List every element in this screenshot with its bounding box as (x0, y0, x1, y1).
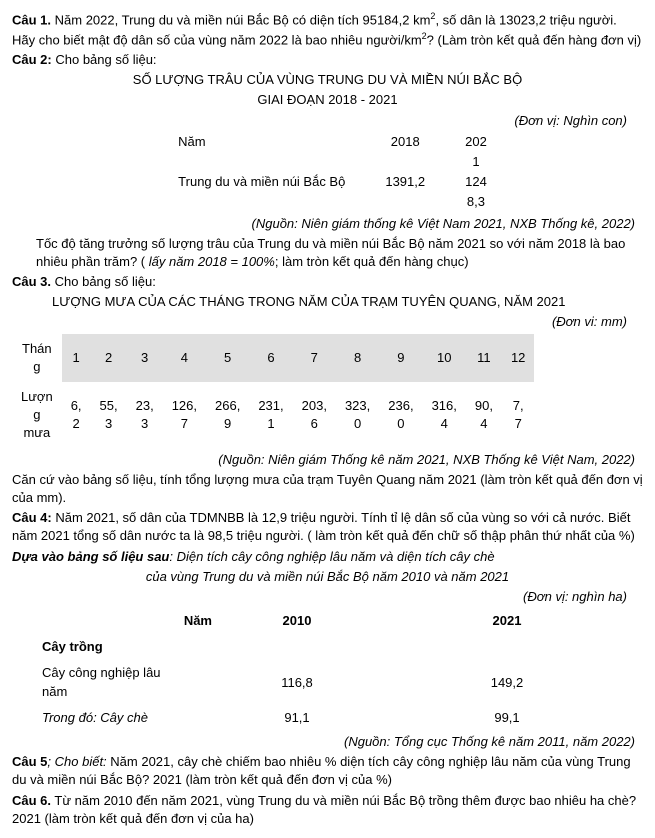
q3-lead: Câu 3. Cho bảng số liệu: (12, 273, 643, 291)
q3-title: LƯỢNG MƯA CỦA CÁC THÁNG TRONG NĂM CỦA TR… (12, 293, 643, 311)
rain-value: 6, 2 (62, 382, 91, 449)
intro-unit: (Đơn vị: nghìn ha) (12, 588, 643, 606)
rain-value: 7, 7 (502, 382, 534, 449)
rain-table: Thán g 123456789101112 Lượn g mưa 6, 255… (12, 334, 534, 449)
intro-lead2: của vùng Trung du và miền núi Bắc Bộ năm… (12, 568, 643, 586)
rain-row-label: Lượn g mưa (12, 382, 62, 449)
rain-month: 6 (249, 334, 292, 382)
col-2018: 2018 (365, 132, 445, 152)
q3-label: Câu 3. (12, 274, 51, 289)
q3-ask: Căn cứ vào bảng số liệu, tính tổng lượng… (12, 471, 643, 507)
q2-unit: (Đơn vị: Nghìn con) (12, 112, 643, 130)
rain-value: 203, 6 (293, 382, 336, 449)
rain-month: 12 (502, 334, 534, 382)
q1-text-a: Năm 2022, Trung du và miền núi Bắc Bộ có… (55, 12, 431, 27)
v2018: 1391,2 (365, 172, 445, 192)
rain-value: 90, 4 (466, 382, 502, 449)
row-label: Trung du và miền núi Bắc Bộ (148, 172, 365, 192)
q6-label: Câu 6. (12, 793, 51, 808)
q6: Câu 6. Từ năm 2010 đến năm 2021, vùng Tr… (12, 792, 643, 828)
rain-month: 7 (293, 334, 336, 382)
q6-text: Từ năm 2010 đến năm 2021, vùng Trung du … (12, 793, 636, 826)
v2021-a: 124 (445, 172, 507, 192)
col-2021-b: 1 (445, 152, 507, 172)
q1-text-c: ? (Làm tròn kết quả đến hàng đơn vị) (427, 32, 642, 47)
col-year: Năm (148, 132, 365, 152)
q2-ask: Tốc độ tăng trưởng số lượng trâu của Tru… (12, 235, 643, 271)
rain-month: 11 (466, 334, 502, 382)
q2-label: Câu 2: (12, 52, 52, 67)
rain-value: 316, 4 (423, 382, 466, 449)
rain-head-label: Thán g (12, 334, 62, 382)
rain-value: 23, 3 (127, 382, 163, 449)
q4-text: Năm 2021, số dân của TDMNBB là 12,9 triệ… (12, 510, 635, 543)
rain-value: 323, 0 (336, 382, 379, 449)
rain-month: 3 (127, 334, 163, 382)
rain-month: 10 (423, 334, 466, 382)
q2-source: (Nguồn: Niên giám thống kê Việt Nam 2021… (12, 215, 643, 233)
crop-table: Năm 2010 2021 Cây trồng Cây công nghiệp … (42, 608, 632, 731)
rain-value: 266, 9 (206, 382, 249, 449)
rain-value: 126, 7 (163, 382, 206, 449)
q4-label: Câu 4: (12, 510, 52, 525)
q1-label: Câu 1. (12, 12, 51, 27)
rain-value: 55, 3 (91, 382, 127, 449)
rain-month: 8 (336, 334, 379, 382)
rain-value: 236, 0 (379, 382, 422, 449)
col-2021-a: 202 (445, 132, 507, 152)
v2021-b: 8,3 (445, 192, 507, 212)
q2-title1: SỐ LƯỢNG TRÂU CỦA VÙNG TRUNG DU VÀ MIỀN … (12, 71, 643, 89)
q1: Câu 1. Năm 2022, Trung du và miền núi Bắ… (12, 10, 643, 49)
rain-month: 4 (163, 334, 206, 382)
q5: Câu 5; Cho biết: Năm 2021, cây chè chiếm… (12, 753, 643, 789)
rain-month: 1 (62, 334, 91, 382)
q2-lead: Câu 2: Cho bảng số liệu: (12, 51, 643, 69)
q2-title2: GIAI ĐOẠN 2018 - 2021 (12, 91, 643, 109)
rain-month: 9 (379, 334, 422, 382)
buffalo-table: Năm 2018 202 1 Trung du và miền núi Bắc … (148, 132, 507, 213)
intro-source: (Nguồn: Tổng cục Thống kê năm 2011, năm … (12, 733, 643, 751)
q3-unit: (Đơn vi: mm) (12, 313, 643, 331)
rain-month: 5 (206, 334, 249, 382)
rain-value: 231, 1 (249, 382, 292, 449)
intro-lead: Dựa vào bảng số liệu sau: Diện tích cây … (12, 548, 643, 566)
q3-source: (Nguồn: Niên giám Thống kê năm 2021, NXB… (12, 451, 643, 469)
q5-label: Câu 5 (12, 754, 47, 769)
rain-month: 2 (91, 334, 127, 382)
q4: Câu 4: Năm 2021, số dân của TDMNBB là 12… (12, 509, 643, 545)
